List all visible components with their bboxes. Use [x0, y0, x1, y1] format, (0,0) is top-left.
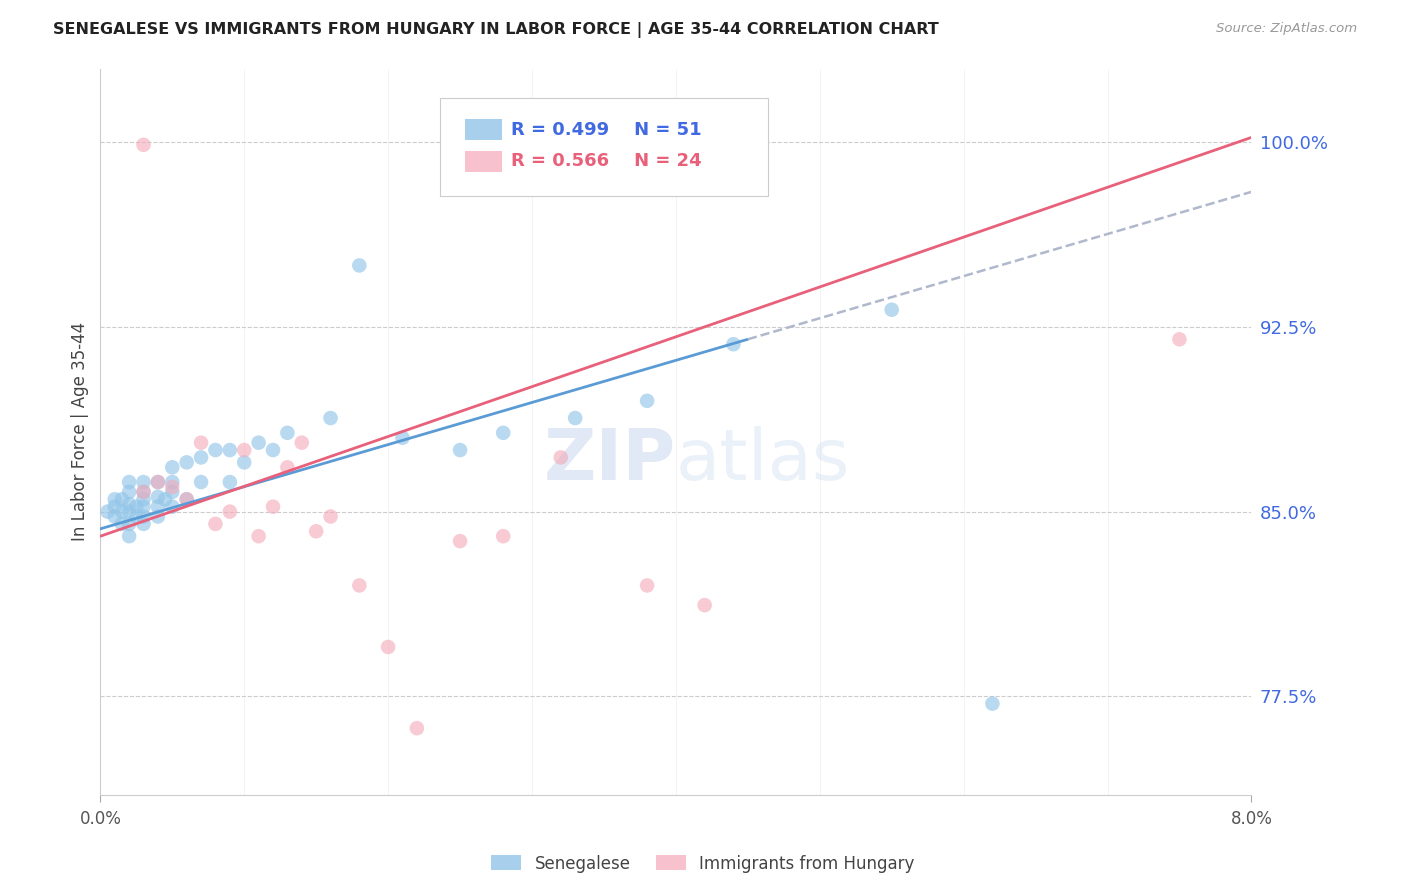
- FancyBboxPatch shape: [465, 119, 502, 140]
- Point: [162, 475, 184, 489]
- Text: R = 0.566    N = 24: R = 0.566 N = 24: [512, 153, 702, 170]
- Point: [162, 460, 184, 475]
- Point: [132, 137, 155, 152]
- Legend: Senegalese, Immigrants from Hungary: Senegalese, Immigrants from Hungary: [485, 848, 921, 880]
- Point: [111, 505, 134, 519]
- Point: [146, 509, 169, 524]
- Point: [118, 516, 141, 531]
- Point: [636, 578, 658, 592]
- Point: [449, 443, 471, 458]
- Point: [262, 500, 284, 514]
- Point: [132, 475, 155, 489]
- Point: [118, 505, 141, 519]
- Point: [492, 529, 515, 543]
- Point: [391, 431, 413, 445]
- Point: [247, 435, 270, 450]
- Point: [204, 516, 226, 531]
- Point: [132, 492, 155, 507]
- Point: [118, 529, 141, 543]
- Point: [111, 516, 134, 531]
- Point: [377, 640, 399, 654]
- Point: [96, 505, 118, 519]
- Point: [162, 500, 184, 514]
- Point: [276, 425, 298, 440]
- Point: [118, 497, 141, 511]
- Point: [162, 484, 184, 499]
- Point: [153, 492, 176, 507]
- Y-axis label: In Labor Force | Age 35-44: In Labor Force | Age 35-44: [72, 322, 89, 541]
- Point: [204, 443, 226, 458]
- Point: [550, 450, 572, 465]
- Point: [233, 443, 256, 458]
- Point: [693, 598, 716, 612]
- Point: [218, 443, 240, 458]
- Point: [190, 435, 212, 450]
- Point: [176, 492, 198, 507]
- Point: [449, 534, 471, 549]
- Point: [247, 529, 270, 543]
- Point: [125, 509, 148, 524]
- Text: SENEGALESE VS IMMIGRANTS FROM HUNGARY IN LABOR FORCE | AGE 35-44 CORRELATION CHA: SENEGALESE VS IMMIGRANTS FROM HUNGARY IN…: [53, 22, 939, 38]
- Point: [125, 500, 148, 514]
- Point: [132, 484, 155, 499]
- Point: [218, 475, 240, 489]
- Point: [190, 450, 212, 465]
- Point: [233, 455, 256, 469]
- Point: [723, 337, 745, 351]
- Point: [190, 475, 212, 489]
- Point: [349, 578, 371, 592]
- Point: [118, 484, 141, 499]
- Point: [104, 492, 127, 507]
- Point: [111, 492, 134, 507]
- Text: ZIP: ZIP: [544, 426, 676, 495]
- Point: [305, 524, 328, 539]
- Point: [176, 492, 198, 507]
- Point: [104, 500, 127, 514]
- Point: [104, 509, 127, 524]
- Point: [262, 443, 284, 458]
- Point: [132, 484, 155, 499]
- Point: [146, 475, 169, 489]
- Point: [176, 455, 198, 469]
- Point: [636, 393, 658, 408]
- Point: [880, 302, 903, 317]
- Text: atlas: atlas: [676, 426, 851, 495]
- Point: [1168, 332, 1191, 346]
- Point: [564, 411, 586, 425]
- Point: [319, 509, 342, 524]
- Point: [276, 460, 298, 475]
- Point: [162, 480, 184, 494]
- Point: [492, 425, 515, 440]
- Point: [218, 505, 240, 519]
- FancyBboxPatch shape: [465, 151, 502, 172]
- Point: [406, 721, 429, 735]
- Point: [349, 259, 371, 273]
- FancyBboxPatch shape: [440, 97, 768, 195]
- Point: [132, 509, 155, 524]
- Point: [146, 475, 169, 489]
- Point: [118, 475, 141, 489]
- Text: R = 0.499    N = 51: R = 0.499 N = 51: [512, 120, 702, 138]
- Point: [981, 697, 1004, 711]
- Point: [319, 411, 342, 425]
- Text: Source: ZipAtlas.com: Source: ZipAtlas.com: [1216, 22, 1357, 36]
- Point: [146, 500, 169, 514]
- Point: [291, 435, 314, 450]
- Point: [132, 516, 155, 531]
- Point: [132, 500, 155, 514]
- Point: [146, 490, 169, 504]
